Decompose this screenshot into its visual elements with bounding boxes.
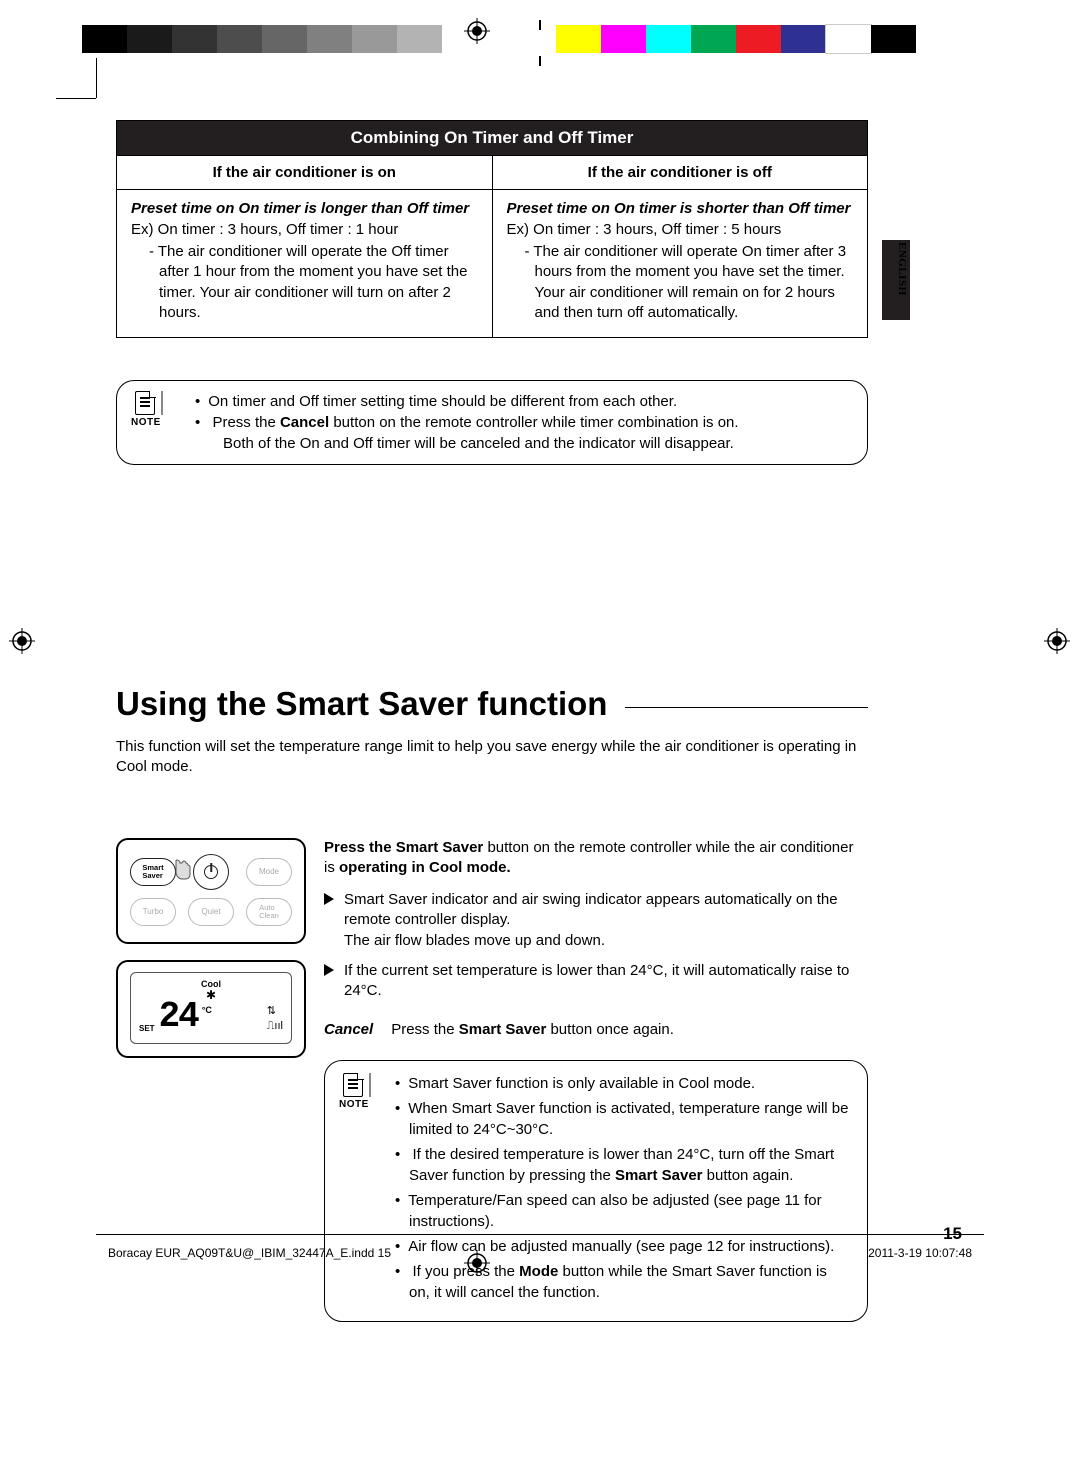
instruction-item: If the current set temperature is lower …: [324, 961, 868, 1002]
section-intro: This function will set the temperature r…: [116, 737, 868, 778]
remote-illustration: Smart Saver Mode Turbo Quiet Auto Clean: [116, 838, 306, 944]
note-icon: [135, 391, 155, 415]
power-icon: [204, 865, 218, 879]
table-banner: Combining On Timer and Off Timer: [117, 121, 868, 156]
note-item: On timer and Off timer setting time shou…: [195, 391, 849, 412]
instruction-column: Press the Smart Saver button on the remo…: [324, 838, 868, 1323]
triangle-icon: [324, 893, 334, 905]
section-heading: Using the Smart Saver function: [116, 685, 625, 723]
registration-mark-icon: [9, 628, 35, 654]
note-item: Press the Cancel button on the remote co…: [195, 412, 849, 454]
display-degree: °C: [202, 1005, 212, 1015]
display-icons: ⇅ ⎍ııl: [267, 1004, 283, 1033]
power-button: [193, 854, 229, 890]
note-item: If the desired temperature is lower than…: [395, 1144, 849, 1186]
top-tick: [539, 20, 541, 30]
timer-table: Combining On Timer and Off Timer If the …: [116, 120, 868, 338]
example-on: Ex) On timer : 3 hours, Off timer : 1 ho…: [131, 221, 478, 238]
table-cell-on: Preset time on On timer is longer than O…: [117, 190, 493, 338]
note-divider: [369, 1073, 371, 1097]
note-divider: [161, 391, 163, 415]
signal-icon: ⎍ııl: [267, 1020, 283, 1033]
crop-mark: [56, 98, 96, 99]
cancel-label: Cancel: [324, 1021, 373, 1038]
detail-on: - The air conditioner will operate the O…: [131, 242, 478, 323]
example-off: Ex) On timer : 3 hours, Off timer : 5 ho…: [507, 221, 854, 238]
instruction-item: Smart Saver indicator and air swing indi…: [324, 890, 868, 951]
note-item: Smart Saver function is only available i…: [395, 1073, 849, 1094]
instruction-lead: Press the Smart Saver button on the remo…: [324, 838, 868, 879]
preset-on-label: Preset time on On timer is longer than O…: [131, 200, 478, 217]
display-temp: 24: [159, 1001, 198, 1033]
table-col-on: If the air conditioner is on: [117, 156, 493, 190]
quiet-button: Quiet: [188, 898, 234, 926]
note-box-smartsaver: NOTE Smart Saver function is only availa…: [324, 1060, 868, 1322]
swing-icon: ⇅: [267, 1004, 283, 1017]
registration-mark-icon: [464, 18, 490, 44]
language-tab-label: ENGLISH: [896, 242, 908, 296]
display-illustration: Cool ✱ SET 24 °C ⇅ ⎍ııl: [116, 960, 306, 1058]
crop-mark: [96, 58, 97, 98]
table-col-off: If the air conditioner is off: [492, 156, 868, 190]
note-item: When Smart Saver function is activated, …: [395, 1098, 849, 1140]
section-heading-wrap: Using the Smart Saver function This func…: [116, 685, 868, 778]
color-bar-colors: [556, 25, 916, 53]
table-cell-off: Preset time on On timer is shorter than …: [492, 190, 868, 338]
note-item: Air flow can be adjusted manually (see p…: [395, 1236, 849, 1257]
page-content: Combining On Timer and Off Timer If the …: [116, 120, 868, 1190]
footer-rule: [96, 1234, 984, 1235]
triangle-icon: [324, 964, 334, 976]
registration-mark-icon: [1044, 628, 1070, 654]
mode-button: Mode: [246, 858, 292, 886]
top-tick-2: [539, 56, 541, 66]
press-hand-icon: [168, 858, 194, 884]
note-label: NOTE: [131, 417, 161, 428]
note-label: NOTE: [339, 1099, 369, 1110]
note-icon: [343, 1073, 363, 1097]
note-item: Temperature/Fan speed can also be adjust…: [395, 1190, 849, 1232]
color-bar-grayscale: [82, 25, 442, 53]
footer-filename: Boracay EUR_AQ09T&U@_IBIM_32447A_E.indd …: [108, 1246, 391, 1260]
note-box-timer: NOTE On timer and Off timer setting time…: [116, 380, 868, 465]
auto-clean-button: Auto Clean: [246, 898, 292, 926]
note-item: If you press the Mode button while the S…: [395, 1261, 849, 1303]
turbo-button: Turbo: [130, 898, 176, 926]
preset-off-label: Preset time on On timer is shorter than …: [507, 200, 854, 217]
cancel-row: Cancel Press the Smart Saver button once…: [324, 1021, 868, 1038]
detail-off: - The air conditioner will operate On ti…: [507, 242, 854, 323]
footer-timestamp: 2011-3-19 10:07:48: [868, 1246, 972, 1260]
display-cool-label: Cool: [139, 979, 283, 989]
display-set-label: SET: [139, 1024, 155, 1033]
cancel-text: Press the Smart Saver button once again.: [391, 1021, 674, 1038]
